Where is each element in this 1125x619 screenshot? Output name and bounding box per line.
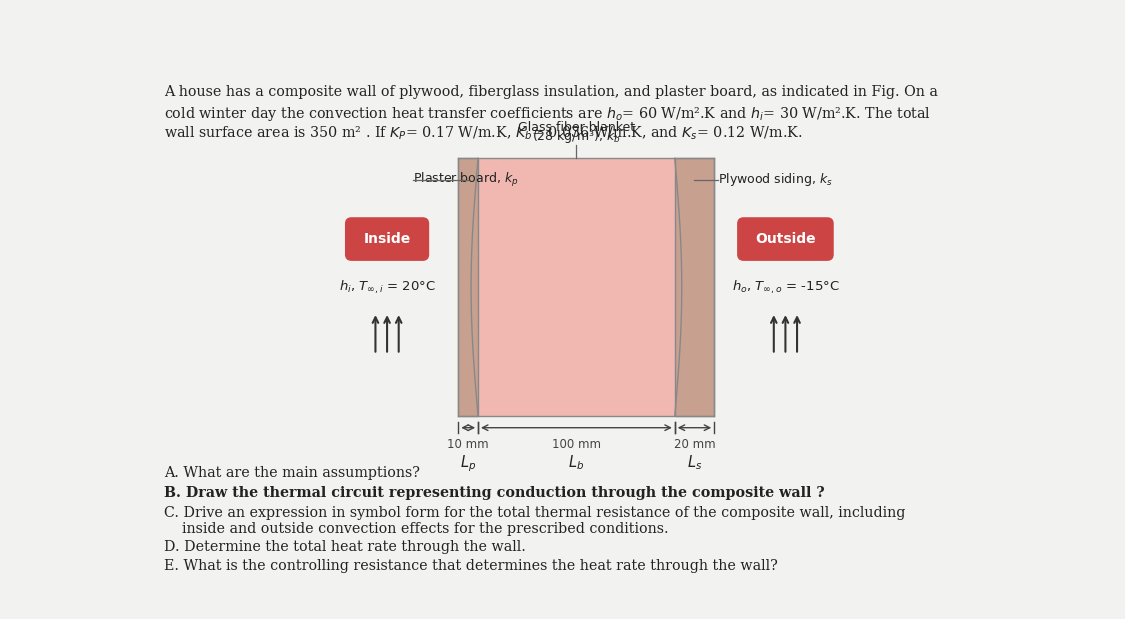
Text: 20 mm: 20 mm — [674, 438, 716, 451]
Text: (28 kg/m³), $k_b$: (28 kg/m³), $k_b$ — [532, 128, 621, 145]
Text: Plywood siding, $k_s$: Plywood siding, $k_s$ — [718, 171, 832, 188]
Text: $h_i$, $T_{\infty,i}$ = 20°C: $h_i$, $T_{\infty,i}$ = 20°C — [339, 279, 435, 297]
Text: A. What are the main assumptions?: A. What are the main assumptions? — [164, 466, 420, 480]
Text: Outside: Outside — [755, 232, 816, 246]
FancyBboxPatch shape — [738, 219, 832, 260]
Text: $L_b$: $L_b$ — [568, 453, 585, 472]
Text: B. Draw the thermal circuit representing conduction through the composite wall ?: B. Draw the thermal circuit representing… — [164, 487, 825, 500]
Text: C. Drive an expression in symbol form for the total thermal resistance of the co: C. Drive an expression in symbol form fo… — [164, 506, 906, 520]
Text: E. What is the controlling resistance that determines the heat rate through the : E. What is the controlling resistance th… — [164, 558, 777, 573]
Text: $h_o$, $T_{\infty,o}$ = -15°C: $h_o$, $T_{\infty,o}$ = -15°C — [731, 279, 839, 297]
Text: wall surface area is 350 m² . If $K_P$= 0.17 W/m.K, $K_b$= 0.036 W/m.K, and $K_s: wall surface area is 350 m² . If $K_P$= … — [164, 125, 802, 142]
Text: D. Determine the total heat rate through the wall.: D. Determine the total heat rate through… — [164, 540, 525, 554]
Text: $L_s$: $L_s$ — [687, 453, 702, 472]
FancyBboxPatch shape — [346, 219, 429, 260]
Text: Inside: Inside — [363, 232, 411, 246]
Text: cold winter day the convection heat transfer coefficients are $h_o$= 60 W/m².K a: cold winter day the convection heat tran… — [164, 105, 930, 123]
Text: Plaster board, $k_p$: Plaster board, $k_p$ — [413, 171, 519, 189]
Bar — [675, 158, 714, 416]
Polygon shape — [471, 158, 682, 416]
Text: 10 mm: 10 mm — [448, 438, 489, 451]
Text: A house has a composite wall of plywood, fiberglass insulation, and plaster boar: A house has a composite wall of plywood,… — [164, 85, 938, 99]
Text: $L_p$: $L_p$ — [460, 453, 476, 474]
Text: 100 mm: 100 mm — [552, 438, 601, 451]
Text: Glass fiber blanket: Glass fiber blanket — [518, 121, 634, 134]
Text: inside and outside convection effects for the prescribed conditions.: inside and outside convection effects fo… — [164, 522, 668, 535]
Bar — [458, 158, 478, 416]
